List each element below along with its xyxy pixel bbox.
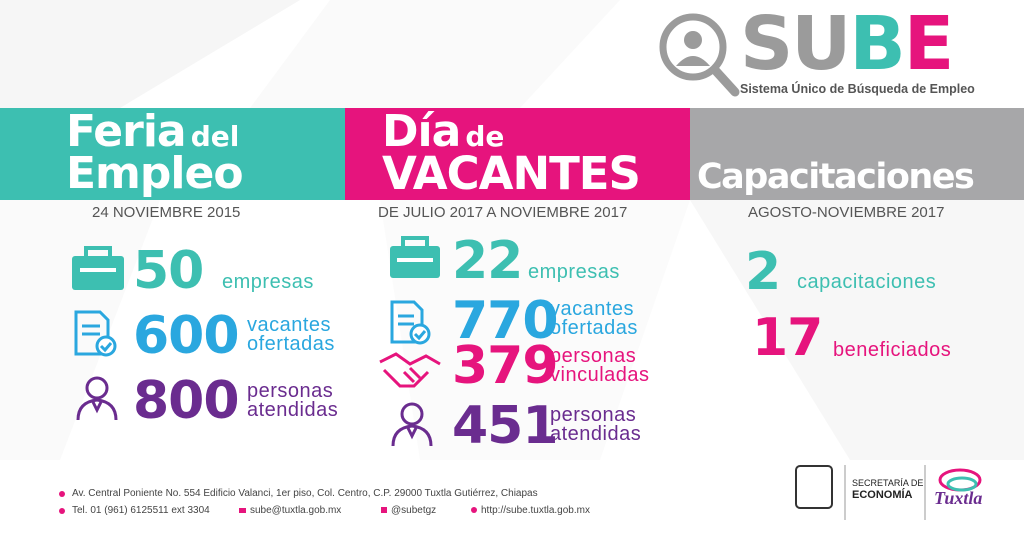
stat-label: beneficiados [833, 339, 952, 361]
title-word: Empleo [66, 148, 244, 199]
stat-value: 451 [452, 396, 559, 456]
title-word: del [190, 120, 240, 153]
stat-value: 2 [745, 242, 781, 302]
stat-label: vacantes [550, 298, 635, 320]
stat-value: 770 [452, 291, 559, 351]
stat-label: ofertadas [247, 333, 335, 355]
stat-label: personas [247, 380, 334, 402]
brand-part: B [849, 1, 905, 87]
stat-value: 600 [133, 306, 240, 366]
stat-label: personas [550, 345, 637, 367]
brand: SUBE [740, 1, 955, 87]
stat-value: 22 [452, 231, 523, 291]
brand-part: SU [740, 1, 851, 87]
partner: Tuxtla [934, 488, 983, 508]
stat-label: ofertadas [550, 317, 638, 339]
stat-label: empresas [528, 261, 620, 283]
email: sube@tuxtla.gob.mx [250, 505, 342, 516]
stat-label: capacitaciones [797, 271, 937, 293]
stat-value: 379 [452, 336, 559, 396]
stat-value: 50 [133, 241, 204, 301]
date: AGOSTO-NOVIEMBRE 2017 [748, 204, 945, 221]
title-word: Capacitaciones [697, 157, 975, 197]
stat-value: 800 [133, 371, 240, 431]
title-word: VACANTES [382, 147, 641, 200]
stat-label: empresas [222, 271, 314, 293]
title-word: de [465, 120, 505, 153]
section-title: Día de [382, 110, 504, 159]
title-word: Feria [66, 106, 187, 157]
date: 24 NOVIEMBRE 2015 [92, 204, 241, 221]
stat-value: 17 [752, 308, 823, 368]
phone: Tel. 01 (961) 6125511 ext 3304 [72, 505, 210, 516]
partner: ECONOMÍA [852, 489, 913, 501]
date: DE JULIO 2017 A NOVIEMBRE 2017 [378, 204, 628, 221]
band [690, 108, 1024, 200]
section-title: Feria del [66, 110, 239, 159]
stat-label: vinculadas [550, 364, 650, 386]
partner: SECRETARÍA DE [852, 478, 924, 488]
brand-part: E [903, 1, 955, 87]
address: Av. Central Poniente No. 554 Edificio Va… [72, 488, 538, 499]
title-word: Día [382, 106, 461, 157]
stat-label: atendidas [247, 399, 339, 421]
website: http://sube.tuxtla.gob.mx [481, 505, 590, 516]
twitter: @subetgz [391, 505, 437, 516]
band [0, 108, 345, 200]
stat-label: atendidas [550, 423, 642, 445]
stat-label: personas [550, 404, 637, 426]
tagline: Sistema Único de Búsqueda de Empleo [740, 82, 975, 96]
stat-label: vacantes [247, 314, 332, 336]
band [345, 108, 690, 200]
